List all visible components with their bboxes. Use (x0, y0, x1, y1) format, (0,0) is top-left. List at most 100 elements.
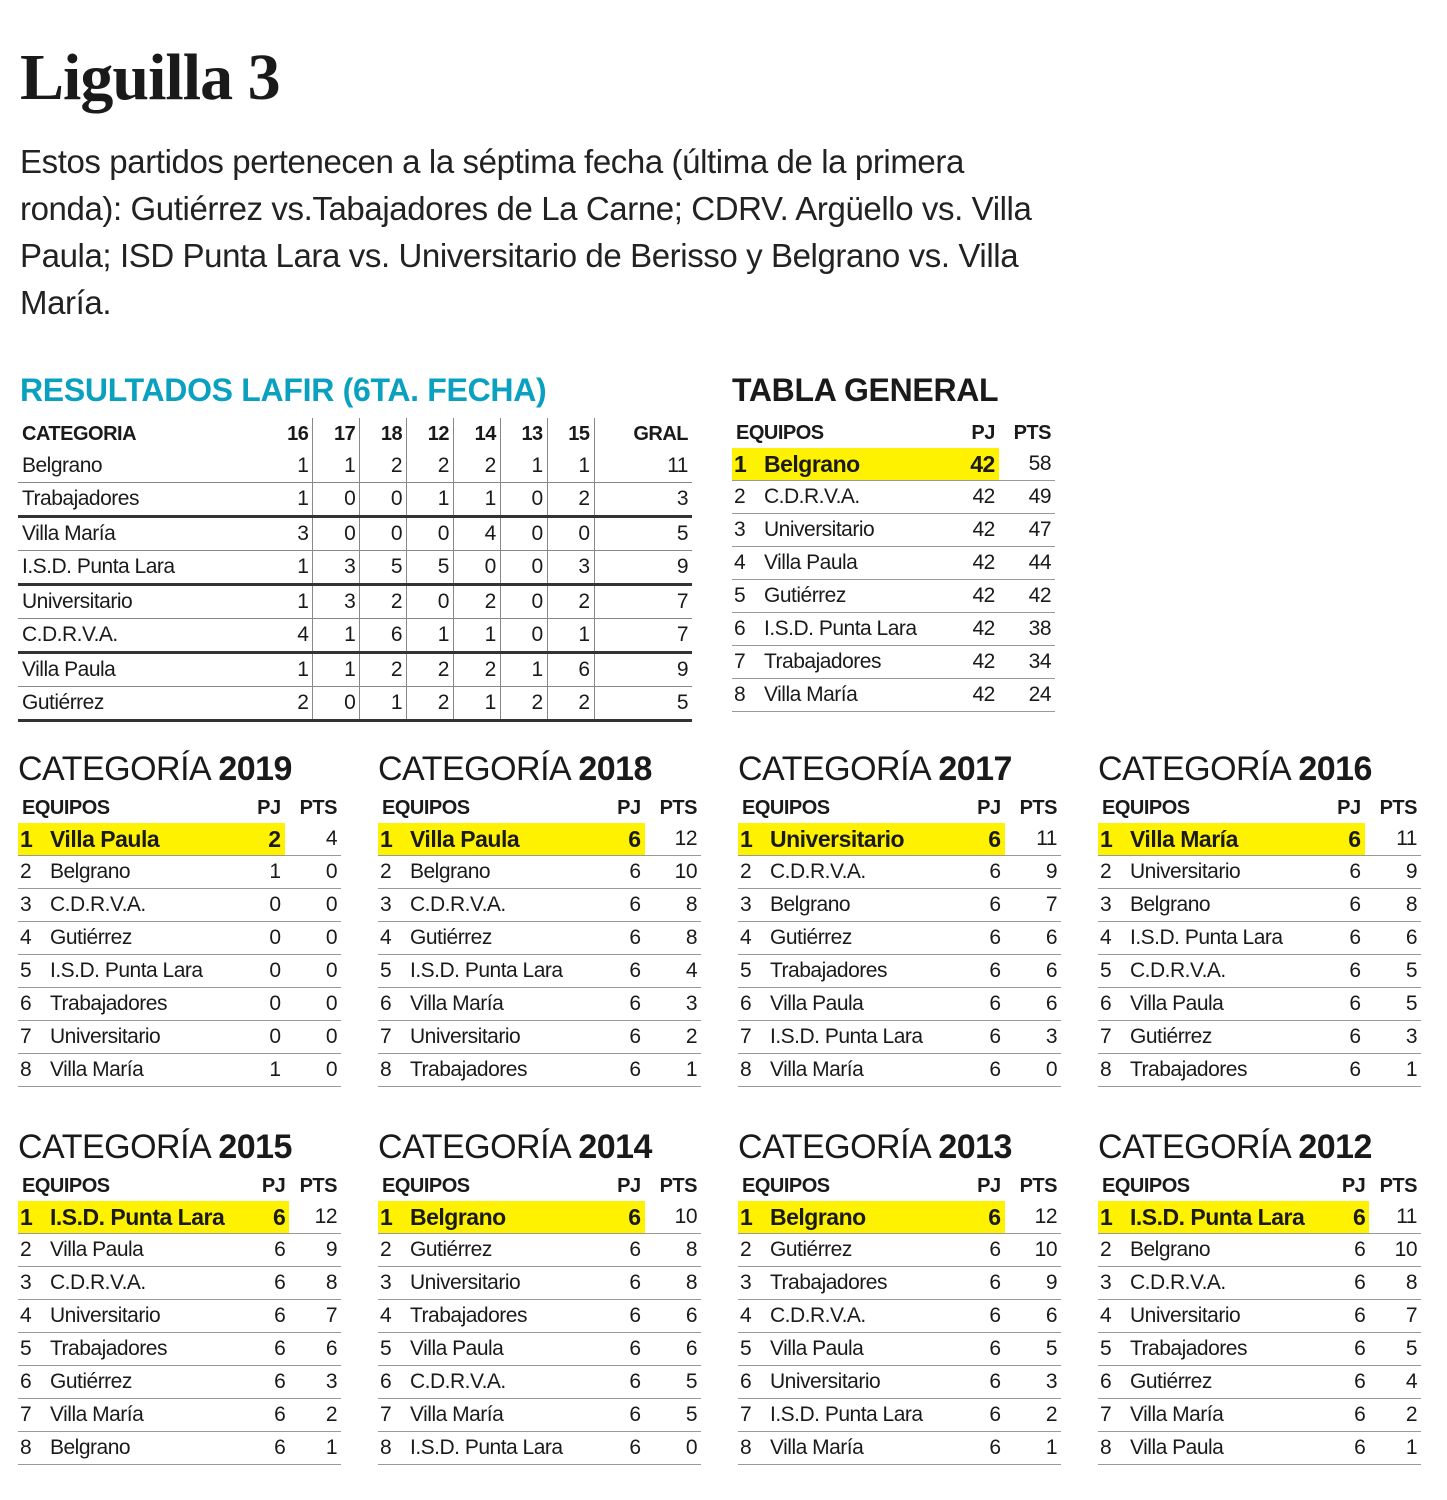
pts-cell: 4 (284, 823, 341, 856)
pts-cell: 5 (1364, 987, 1421, 1021)
pts-cell: 0 (1004, 1053, 1061, 1087)
team-cell: Trabajadores (760, 645, 959, 679)
score-cell: 4 (266, 618, 313, 654)
pts-cell: 47 (998, 513, 1055, 547)
pts-cell: 10 (644, 1201, 701, 1234)
pj-cell: 6 (965, 888, 1005, 922)
column-header-teams: EQUIPOS (382, 1174, 470, 1197)
team-name: C.D.R.V.A. (18, 618, 267, 654)
pos-cell: 6 (738, 1365, 766, 1399)
pts-cell: 6 (289, 1332, 341, 1366)
pts-cell: 5 (644, 1398, 701, 1432)
team-cell: Universitario (406, 1020, 606, 1054)
team-name: Belgrano (18, 450, 267, 483)
category-standings-table: EQUIPOS PJ PTS 1 Villa María 6 11 2 Universitari… (1098, 793, 1421, 1087)
team-cell: Villa Paula (46, 1233, 254, 1267)
table-row: 5 I.S.D. Punta Lara 0 0 (18, 954, 341, 988)
column-header-pj: PJ (617, 796, 641, 819)
pts-cell: 1 (644, 1053, 701, 1087)
column-header-pj: PJ (261, 1174, 286, 1197)
pts-cell: 12 (644, 823, 701, 856)
pos-cell: 8 (732, 678, 760, 712)
score-cell: 2 (406, 652, 454, 687)
score-cell: 1 (499, 450, 548, 483)
results-title: RESULTADOS LAFIR (6TA. FECHA) (20, 372, 547, 408)
score-cell: 1 (452, 618, 501, 654)
pts-cell: 2 (1004, 1398, 1061, 1432)
pj-cell: 6 (965, 823, 1005, 856)
column-header-teams: EQUIPOS (1102, 796, 1190, 819)
table-row: 6 I.S.D. Punta Lara 42 38 (732, 612, 1055, 646)
score-cell: 0 (359, 516, 407, 551)
header-row: CATEGORIA 16 17 18 12 14 13 15 GRAL (18, 418, 692, 450)
team-cell: Villa Paula (766, 1332, 966, 1366)
score-cell: 7 (593, 618, 692, 654)
pts-cell: 6 (1004, 1299, 1061, 1333)
team-cell: I.S.D. Punta Lara (406, 954, 606, 988)
table-row: 5 C.D.R.V.A. 6 5 (1098, 954, 1421, 988)
pos-cell: 6 (18, 1365, 46, 1399)
table-row: Universitario 1 3 2 0 2 0 2 7 (18, 584, 692, 619)
score-cell: 1 (499, 652, 548, 687)
pos-cell: 4 (378, 1299, 406, 1333)
score-cell: 0 (312, 516, 360, 551)
pj-cell: 6 (1325, 855, 1365, 889)
pos-cell: 1 (1098, 823, 1126, 856)
pos-cell: 7 (18, 1398, 46, 1432)
pos-cell: 4 (1098, 921, 1126, 955)
table-row: 4 Gutiérrez 6 6 (738, 921, 1061, 955)
pos-cell: 3 (378, 888, 406, 922)
pos-cell: 3 (378, 1266, 406, 1300)
pos-cell: 4 (738, 921, 766, 955)
pos-cell: 7 (732, 645, 760, 679)
pos-cell: 2 (18, 855, 46, 889)
table-row: 7 Villa María 6 2 (1098, 1398, 1421, 1432)
table-row: 2 Universitario 6 9 (1098, 855, 1421, 889)
table-row: 6 Universitario 6 3 (738, 1365, 1061, 1399)
pts-cell: 0 (284, 855, 341, 889)
table-row: 8 Villa Paula 6 1 (1098, 1431, 1421, 1465)
team-cell: I.S.D. Punta Lara (760, 612, 959, 646)
table-row: 2 Belgrano 6 10 (1098, 1233, 1421, 1267)
table-row: 8 Villa María 42 24 (732, 678, 1055, 712)
table-row: 5 Villa Paula 6 5 (738, 1332, 1061, 1366)
pos-cell: 3 (18, 888, 46, 922)
score-cell: 2 (359, 584, 407, 619)
leader-row: 1 Belgrano 42 58 (732, 448, 1055, 481)
category-2018-block: CATEGORÍA 2018 EQUIPOS PJ PTS 1 Villa Paula 6 1… (378, 750, 701, 1087)
pts-cell: 8 (1364, 888, 1421, 922)
pj-cell: 1 (245, 855, 285, 889)
header-row: EQUIPOS PJ PTS (738, 793, 1061, 823)
pts-cell: 3 (1364, 1020, 1421, 1054)
pts-cell: 6 (1004, 921, 1061, 955)
pts-cell: 42 (998, 579, 1055, 613)
pj-cell: 6 (1325, 921, 1365, 955)
team-cell: Belgrano (406, 1201, 606, 1234)
team-cell: Belgrano (406, 855, 606, 889)
pts-cell: 7 (1004, 888, 1061, 922)
team-cell: Universitario (766, 1365, 966, 1399)
team-cell: Belgrano (1126, 888, 1326, 922)
pts-cell: 3 (644, 987, 701, 1021)
pj-cell: 6 (965, 1365, 1005, 1399)
category-2014-block: CATEGORÍA 2014 EQUIPOS PJ PTS 1 Belgrano 6 10 2 G… (378, 1128, 701, 1465)
pos-cell: 5 (738, 1332, 766, 1366)
category-label: CATEGORÍA (378, 750, 570, 788)
category-standings-table: EQUIPOS PJ PTS 1 I.S.D. Punta Lara 6 11 2 Belgra… (1098, 1171, 1421, 1465)
table-row: 5 Trabajadores 6 6 (18, 1332, 341, 1366)
team-name: Gutiérrez (18, 686, 267, 722)
category-2013-block: CATEGORÍA 2013 EQUIPOS PJ PTS 1 Belgrano 6 12 2 G… (738, 1128, 1061, 1465)
pos-cell: 1 (732, 448, 760, 481)
table-row: 4 I.S.D. Punta Lara 6 6 (1098, 921, 1421, 955)
table-row: 7 Villa María 6 5 (378, 1398, 701, 1432)
pts-cell: 8 (289, 1266, 341, 1300)
pts-cell: 8 (1369, 1266, 1421, 1300)
pts-cell: 2 (644, 1020, 701, 1054)
pos-cell: 7 (1098, 1020, 1126, 1054)
category-2019-block: CATEGORÍA 2019 EQUIPOS PJ PTS 1 Villa Paula 2 4… (18, 750, 341, 1087)
pos-cell: 5 (1098, 954, 1126, 988)
score-cell: 2 (452, 450, 501, 483)
column-header-pj: PJ (977, 796, 1001, 819)
pj-cell: 6 (965, 1020, 1005, 1054)
table-row: 4 Villa Paula 42 44 (732, 546, 1055, 580)
